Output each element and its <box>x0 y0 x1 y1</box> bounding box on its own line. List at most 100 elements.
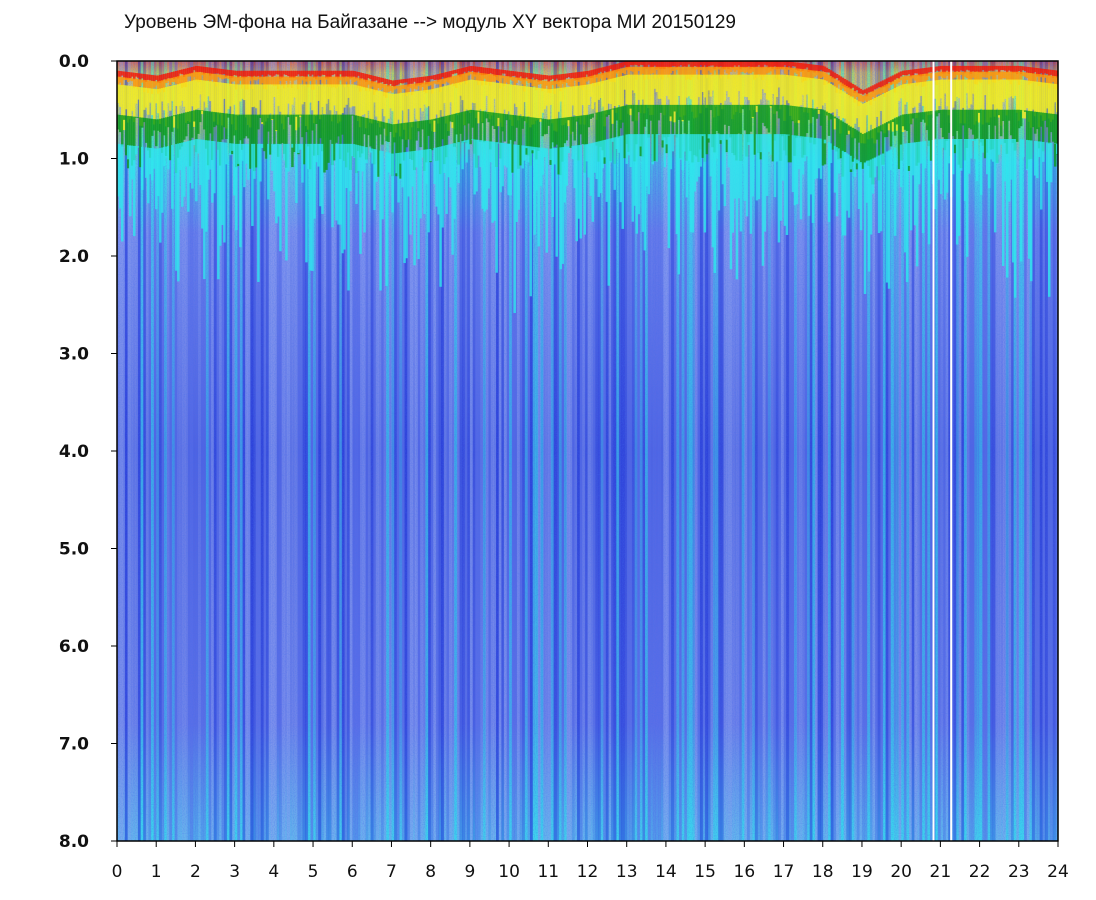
heatmap-edge-cell <box>831 71 835 79</box>
heatmap-edge-cell <box>1054 76 1057 89</box>
heatmap-edge-cell <box>769 61 773 67</box>
heatmap-edge-cell <box>731 61 735 69</box>
heatmap-edge-cell <box>1029 111 1033 159</box>
heatmap-edge-cell <box>163 79 166 93</box>
heatmap-edge-cell <box>171 145 174 209</box>
heatmap-edge-cell <box>191 66 194 74</box>
heatmap-edge-cell <box>731 134 735 233</box>
heatmap-edge-cell <box>161 88 164 102</box>
heatmap-edge-cell <box>121 84 124 131</box>
heatmap-edge-cell <box>835 73 839 78</box>
heatmap-edge-cell <box>919 112 923 122</box>
heatmap-edge-cell <box>457 74 460 84</box>
heatmap-edge-cell <box>423 90 426 105</box>
heatmap-edge-cell <box>929 80 933 115</box>
heatmap-edge-cell <box>345 114 348 168</box>
heatmap-edge-cell <box>591 69 594 78</box>
heatmap-edge-cell <box>889 120 893 147</box>
heatmap-edge-cell <box>403 84 406 90</box>
heatmap-edge-cell <box>183 112 186 140</box>
heatmap-edge-cell <box>239 76 242 81</box>
heatmap-edge-cell <box>795 68 799 74</box>
heatmap-edge-cell <box>587 114 590 128</box>
heatmap-edge-cell <box>157 89 160 114</box>
heatmap-edge-cell <box>489 112 492 150</box>
heatmap-edge-cell <box>661 134 665 141</box>
heatmap-edge-cell <box>305 76 308 82</box>
heatmap-edge-cell <box>893 147 897 236</box>
heatmap-edge-cell <box>971 79 975 94</box>
heatmap-edge-cell <box>703 134 707 233</box>
heatmap-edge-cell <box>445 115 448 158</box>
heatmap-edge-cell <box>1029 73 1033 84</box>
heatmap-edge-cell <box>965 79 969 94</box>
heatmap-edge-cell <box>899 115 903 161</box>
heatmap-edge-cell <box>487 73 490 83</box>
heatmap-edge-cell <box>199 110 202 123</box>
heatmap-edge-cell <box>127 115 130 169</box>
heatmap-edge-cell <box>461 81 464 101</box>
heatmap-edge-cell <box>317 84 320 101</box>
heatmap-edge-cell <box>747 66 751 74</box>
heatmap-edge-cell <box>965 71 969 79</box>
heatmap-edge-cell <box>907 113 911 171</box>
heatmap-edge-cell <box>419 150 422 219</box>
heatmap-edge-cell <box>613 137 617 190</box>
heatmap-edge-cell <box>237 84 240 116</box>
heatmap-edge-cell <box>479 67 482 75</box>
heatmap-edge-cell <box>305 143 308 263</box>
heatmap-edge-cell <box>373 81 376 95</box>
heatmap-edge-cell <box>823 110 827 165</box>
heatmap-edge-cell <box>781 104 785 137</box>
heatmap-edge-cell <box>205 110 208 149</box>
heatmap-edge-cell <box>519 77 522 81</box>
heatmap-edge-cell <box>919 82 923 96</box>
heatmap-edge-cell <box>249 76 252 81</box>
heatmap-edge-cell <box>361 86 364 115</box>
heatmap-edge-cell <box>697 134 701 177</box>
heatmap-edge-cell <box>253 76 256 81</box>
heatmap-edge-cell <box>847 81 851 89</box>
heatmap-edge-cell <box>131 86 134 111</box>
heatmap-edge-cell <box>801 63 805 71</box>
heatmap-edge-cell <box>879 125 883 132</box>
heatmap-edge-cell <box>751 61 755 67</box>
heatmap-edge-cell <box>913 69 917 74</box>
heatmap-edge-cell <box>159 148 162 243</box>
heatmap-edge-cell <box>753 66 757 80</box>
heatmap-edge-cell <box>185 112 188 137</box>
heatmap-edge-cell <box>641 74 645 100</box>
heatmap-edge-cell <box>425 120 428 163</box>
heatmap-edge-cell <box>501 75 504 79</box>
heatmap-edge-cell <box>177 76 180 86</box>
heatmap-edge-cell <box>845 86 849 93</box>
heatmap-edge-cell <box>579 71 582 79</box>
heatmap-edge-cell <box>393 80 396 87</box>
heatmap-edge-cell <box>769 134 773 155</box>
heatmap-edge-cell <box>693 134 697 192</box>
heatmap-edge-cell <box>475 72 478 82</box>
heatmap-edge-cell <box>745 66 749 73</box>
heatmap-edge-cell <box>169 116 172 161</box>
heatmap-edge-cell <box>517 144 520 210</box>
heatmap-edge-cell <box>515 115 518 128</box>
heatmap-edge-cell <box>1011 71 1015 81</box>
heatmap-edge-cell <box>225 75 228 79</box>
heatmap-edge-cell <box>417 150 420 260</box>
heatmap-edge-cell <box>267 84 270 119</box>
heatmap-edge-cell <box>471 109 474 128</box>
heatmap-edge-cell <box>533 79 536 87</box>
heatmap-edge-cell <box>685 66 689 80</box>
heatmap-edge-cell <box>719 61 723 67</box>
heatmap-edge-cell <box>285 114 288 168</box>
heatmap-edge-cell <box>491 112 494 126</box>
heatmap-edge-cell <box>229 75 232 87</box>
heatmap-edge-cell <box>563 146 566 203</box>
heatmap-edge-cell <box>639 61 643 65</box>
x-axis: 0 1 2 3 4 5 6 7 8 9 10 11 12 13 14 15 16 17 18 19 20 21 22 23 24 <box>112 841 1069 882</box>
heatmap-edge-cell <box>795 135 799 205</box>
heatmap-edge-cell <box>123 77 126 81</box>
heatmap-edge-cell <box>971 139 975 141</box>
heatmap-edge-cell <box>639 134 643 147</box>
heatmap-edge-cell <box>175 114 178 174</box>
